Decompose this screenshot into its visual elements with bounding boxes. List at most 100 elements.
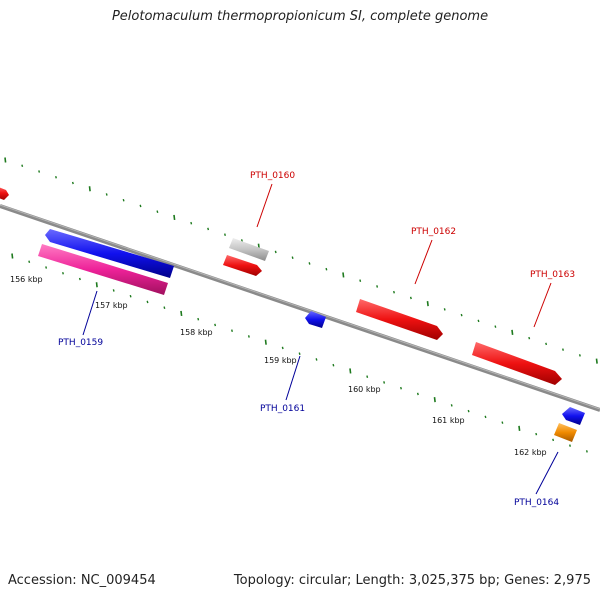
upper-scale-minor-tick bbox=[71, 181, 74, 185]
lower-scale-minor-tick bbox=[112, 289, 115, 292]
lower-scale-minor-tick bbox=[332, 363, 335, 367]
upper-scale-major-tick bbox=[342, 272, 345, 278]
upper-scale-minor-tick bbox=[494, 325, 497, 328]
upper-scale-major-tick bbox=[88, 186, 91, 192]
upper-scale-minor-tick bbox=[359, 279, 362, 282]
lower-scale-minor-tick bbox=[416, 392, 419, 396]
callout-pth0159 bbox=[82, 290, 98, 336]
callout-pth0164 bbox=[535, 451, 559, 495]
lower-scale-minor-tick bbox=[197, 317, 200, 321]
lower-scale-minor-tick bbox=[552, 438, 555, 442]
gene-label-pth0162[interactable]: PTH_0162 bbox=[411, 227, 456, 237]
lower-scale-minor-tick bbox=[247, 335, 250, 338]
gene-arrow-pth0159 bbox=[38, 244, 168, 295]
gene-arrow-pth0162 bbox=[356, 299, 443, 340]
lower-scale-minor-tick bbox=[450, 404, 453, 407]
upper-scale-minor-tick bbox=[156, 210, 159, 213]
upper-scale-minor-tick bbox=[528, 336, 531, 340]
lower-scale-minor-tick bbox=[535, 432, 538, 436]
lower-scale-minor-tick bbox=[467, 409, 470, 413]
upper-scale-minor-tick bbox=[38, 170, 41, 173]
upper-scale-minor-tick bbox=[308, 262, 311, 265]
lower-scale-minor-tick bbox=[62, 271, 64, 275]
accession-text: Accession: NC_009454 bbox=[8, 573, 156, 588]
topology-summary: Topology: circular; Length: 3,025,375 bp… bbox=[233, 573, 591, 588]
gene-arrow-pth0160-grey bbox=[229, 238, 269, 261]
upper-scale-major-tick bbox=[511, 329, 514, 335]
gene-label-pth0161[interactable]: PTH_0161 bbox=[260, 404, 305, 414]
callout-pth0163 bbox=[533, 282, 552, 328]
upper-scale-minor-tick bbox=[207, 227, 210, 231]
lower-scale-minor-tick bbox=[78, 277, 81, 281]
upper-scale-minor-tick bbox=[291, 256, 294, 259]
gene-arrow-blue-long bbox=[45, 229, 174, 278]
upper-scale-minor-tick bbox=[240, 239, 243, 242]
genome-backbone-highlight bbox=[0, 204, 600, 410]
lower-scale-minor-tick bbox=[146, 300, 149, 304]
lower-scale-minor-tick bbox=[281, 346, 284, 350]
upper-scale-minor-tick bbox=[443, 308, 446, 311]
upper-scale-major-tick bbox=[173, 214, 176, 221]
upper-scale-minor-tick bbox=[376, 285, 379, 288]
upper-scale-major-tick bbox=[4, 157, 7, 163]
upper-scale-minor-tick bbox=[139, 204, 142, 208]
scale-label-161: 161 kbp bbox=[432, 416, 465, 425]
lower-scale-minor-tick bbox=[585, 450, 588, 453]
scale-label-157: 157 kbp bbox=[95, 301, 128, 310]
upper-scale-minor-tick bbox=[224, 233, 226, 236]
lower-scale-minor-tick bbox=[231, 329, 233, 332]
upper-scale-minor-tick bbox=[545, 342, 548, 346]
upper-scale-minor-tick bbox=[409, 296, 412, 300]
genome-backbone bbox=[0, 204, 600, 412]
upper-scale-minor-tick bbox=[325, 267, 328, 271]
upper-scale-minor-tick bbox=[190, 221, 193, 225]
gene-arrow-blue-right bbox=[562, 407, 585, 425]
lower-scale-minor-tick bbox=[28, 260, 31, 264]
lower-scale-minor-tick bbox=[383, 381, 386, 384]
scale-label-158: 158 kbp bbox=[180, 328, 213, 337]
upper-scale-minor-tick bbox=[55, 175, 57, 179]
gene-arrow-pth0160 bbox=[223, 255, 262, 276]
gene-label-pth0163[interactable]: PTH_0163 bbox=[530, 270, 575, 280]
lower-scale-major-tick bbox=[518, 425, 521, 431]
scale-label-162: 162 kbp bbox=[514, 448, 547, 457]
map-title: Pelotomaculum thermopropionicum SI, comp… bbox=[111, 9, 489, 24]
lower-scale-minor-tick bbox=[569, 444, 571, 447]
lower-scale-major-tick bbox=[433, 397, 436, 403]
scale-label-156: 156 kbp bbox=[10, 275, 43, 284]
lower-scale-major-tick bbox=[95, 282, 98, 288]
upper-scale-major-tick bbox=[426, 301, 429, 307]
upper-scale-minor-tick bbox=[460, 313, 463, 317]
upper-scale-minor-tick bbox=[274, 250, 277, 254]
lower-scale-major-tick bbox=[349, 368, 352, 374]
callout-pth0160 bbox=[256, 183, 273, 228]
lower-scale-minor-tick bbox=[400, 386, 402, 390]
lower-scale-minor-tick bbox=[298, 352, 301, 355]
gene-label-pth0159[interactable]: PTH_0159 bbox=[58, 338, 103, 348]
lower-scale-minor-tick bbox=[214, 323, 217, 327]
upper-scale-minor-tick bbox=[477, 319, 480, 323]
lower-scale-major-tick bbox=[180, 310, 183, 317]
gene-arrow-pth0164 bbox=[554, 423, 577, 442]
lower-scale-minor-tick bbox=[45, 266, 48, 269]
upper-scale-minor-tick bbox=[105, 193, 108, 196]
lower-scale-minor-tick bbox=[315, 358, 318, 361]
gene-arrow-pth0163 bbox=[472, 342, 562, 385]
upper-scale-major-tick bbox=[595, 358, 598, 364]
lower-scale-minor-tick bbox=[163, 306, 166, 309]
gene-label-pth0160[interactable]: PTH_0160 bbox=[250, 171, 295, 181]
lower-scale-minor-tick bbox=[484, 415, 487, 419]
gene-arrow-forward-edge bbox=[0, 187, 9, 200]
callout-pth0161 bbox=[285, 355, 301, 401]
upper-scale-minor-tick bbox=[393, 290, 395, 294]
gene-label-pth0164[interactable]: PTH_0164 bbox=[514, 498, 559, 508]
upper-scale-minor-tick bbox=[578, 354, 581, 357]
lower-scale-minor-tick bbox=[501, 421, 504, 424]
callout-pth0162 bbox=[414, 239, 433, 285]
scale-label-159: 159 kbp bbox=[264, 356, 297, 365]
lower-scale-minor-tick bbox=[366, 375, 369, 378]
lower-scale-major-tick bbox=[11, 253, 14, 259]
scale-label-160: 160 kbp bbox=[348, 385, 381, 394]
